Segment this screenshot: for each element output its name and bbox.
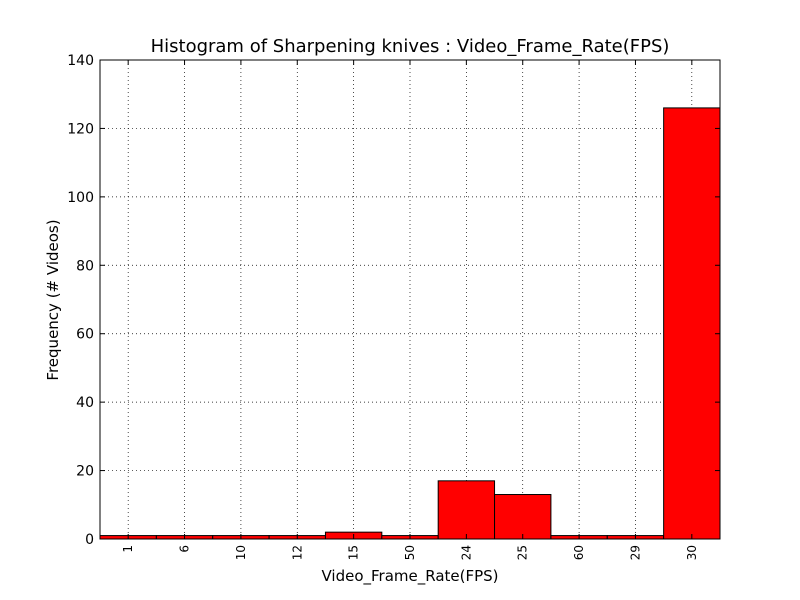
x-tick-label: 25: [516, 545, 530, 560]
y-tick-label: 120: [67, 121, 94, 137]
y-tick-label: 40: [76, 395, 94, 411]
plot-frame: [99, 59, 721, 540]
x-tick-label: 12: [290, 545, 304, 560]
y-axis-title: Frequency (# Videos): [44, 219, 62, 380]
y-tick-label: 60: [76, 327, 94, 343]
grid: [100, 60, 720, 539]
x-tick-label: 24: [459, 545, 473, 560]
x-tick-label: 30: [685, 545, 699, 560]
y-axis: 0 20 40 60 80 100 120 140: [67, 53, 720, 548]
histogram-bar: [494, 494, 552, 540]
y-tick-label: 20: [76, 464, 94, 480]
x-axis-title: Video_Frame_Rate(FPS): [321, 567, 498, 586]
x-tick-label: 50: [403, 545, 417, 560]
chart-title: Histogram of Sharpening knives : Video_F…: [151, 36, 670, 57]
histogram-bar: [437, 480, 496, 540]
y-tick-label: 100: [67, 190, 94, 206]
x-tick-label: 1: [121, 545, 135, 553]
y-tick-label: 140: [67, 53, 94, 69]
x-tick-label: 15: [347, 545, 361, 560]
y-tick-label: 80: [76, 258, 94, 274]
x-tick-label: 29: [628, 545, 642, 560]
histogram-bar: [663, 107, 721, 540]
bars: [99, 107, 721, 540]
x-tick-label: 6: [178, 545, 192, 553]
x-tick-label: 60: [572, 545, 586, 560]
x-axis: 1 6 10 12 15 50 24 25 60 29 30: [121, 60, 699, 560]
x-tick-label: 10: [234, 545, 248, 560]
y-tick-label: 0: [85, 532, 94, 548]
